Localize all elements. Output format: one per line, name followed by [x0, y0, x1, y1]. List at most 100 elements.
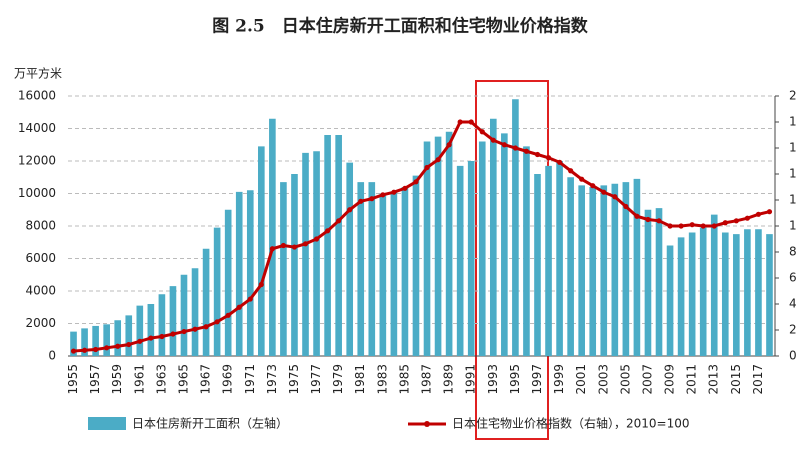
bar — [92, 325, 99, 356]
bar — [655, 208, 663, 356]
bar — [191, 268, 199, 356]
line-point — [656, 218, 662, 224]
bar — [600, 185, 608, 356]
line-point — [733, 218, 739, 224]
y-tick-label: 8000 — [25, 219, 56, 233]
x-tick-label: 1963 — [154, 364, 168, 395]
bar — [445, 131, 453, 356]
bar — [478, 141, 486, 356]
line-point — [159, 333, 165, 340]
legend-label: 日本住宅物业价格指数（右轴），2010=100 — [452, 416, 690, 431]
line-point — [313, 236, 320, 242]
line-point — [634, 213, 640, 219]
bar — [246, 190, 254, 356]
line-point — [601, 189, 607, 195]
bar — [291, 174, 298, 356]
line-point — [192, 326, 198, 332]
bar — [644, 209, 652, 356]
bar — [81, 328, 88, 356]
bar — [390, 191, 398, 356]
bar — [313, 151, 320, 356]
x-tick-label: 2017 — [751, 364, 765, 395]
line-point — [137, 338, 143, 344]
line-point — [755, 211, 762, 217]
y-tick-label: 0 — [48, 349, 56, 363]
y2-tick-label: 1 — [789, 193, 797, 207]
bar — [125, 315, 133, 356]
bar — [70, 331, 77, 356]
bar — [368, 182, 376, 356]
line-point — [711, 223, 717, 229]
x-tick-label: 2013 — [707, 364, 721, 395]
x-tick-label: 1999 — [552, 364, 566, 395]
x-tick-label: 2009 — [663, 364, 677, 395]
x-tick-label: 2001 — [574, 364, 588, 395]
bar — [578, 185, 585, 356]
y-tick-label: 4000 — [25, 284, 56, 298]
line-point — [568, 168, 574, 174]
line-point — [148, 335, 154, 341]
bar — [202, 248, 210, 356]
line-point — [556, 159, 563, 165]
line-point — [490, 137, 496, 143]
bar — [169, 286, 177, 356]
bar — [258, 146, 265, 356]
bar — [766, 234, 773, 356]
line-point — [269, 246, 275, 252]
line-point — [501, 142, 507, 148]
x-tick-label: 2015 — [729, 364, 743, 395]
bar — [379, 193, 387, 356]
x-tick-label: 1969 — [221, 364, 235, 395]
bar — [346, 162, 354, 356]
x-tick-label: 1965 — [176, 364, 190, 395]
bar — [180, 274, 188, 356]
line-point — [623, 203, 629, 210]
bar — [611, 183, 619, 356]
bar — [677, 237, 685, 356]
bar — [114, 320, 122, 356]
bar — [589, 187, 597, 356]
y2-tick-label: 2 — [789, 89, 797, 103]
bar — [699, 227, 707, 356]
line-point — [236, 304, 242, 310]
line-point — [170, 331, 176, 337]
line-point — [291, 244, 298, 250]
line-point — [413, 179, 419, 185]
x-tick-label: 2003 — [596, 364, 610, 395]
x-tick-label: 2011 — [685, 364, 699, 395]
line-point — [93, 346, 99, 353]
bar — [136, 305, 144, 356]
legend-label: 日本住房新开工面积（左轴） — [132, 416, 288, 431]
y-tick-label: 12000 — [18, 154, 56, 168]
bar — [633, 178, 641, 356]
line — [73, 120, 770, 353]
x-tick-label: 1993 — [486, 364, 500, 395]
line-point — [369, 196, 375, 202]
line-point — [612, 194, 618, 200]
line-point — [70, 348, 77, 354]
line-point — [126, 341, 132, 348]
y2-tick-label: 2 — [789, 323, 797, 337]
line-point — [534, 151, 541, 158]
bar — [567, 177, 574, 356]
bar — [622, 182, 630, 356]
bar — [423, 141, 431, 356]
bar — [213, 227, 221, 356]
line-point — [391, 189, 397, 195]
x-tick-label: 1981 — [353, 364, 367, 395]
x-tick-label: 1967 — [199, 364, 213, 395]
x-tick-label: 1979 — [331, 364, 345, 395]
line-point — [545, 155, 552, 161]
y2-tick-label: 6 — [789, 271, 797, 285]
line-point — [523, 148, 530, 154]
line-point — [336, 218, 342, 224]
bar — [489, 118, 497, 356]
bar — [324, 135, 331, 356]
y2-tick-label: 1 — [789, 115, 797, 129]
bar — [523, 146, 530, 356]
bar — [467, 161, 475, 356]
y2-tick-label: 1 — [789, 219, 797, 233]
y-tick-label: 2000 — [25, 316, 56, 330]
bar — [224, 209, 232, 356]
chart-title: 图 2.5 日本住房新开工面积和住宅物业价格指数 — [212, 16, 588, 37]
